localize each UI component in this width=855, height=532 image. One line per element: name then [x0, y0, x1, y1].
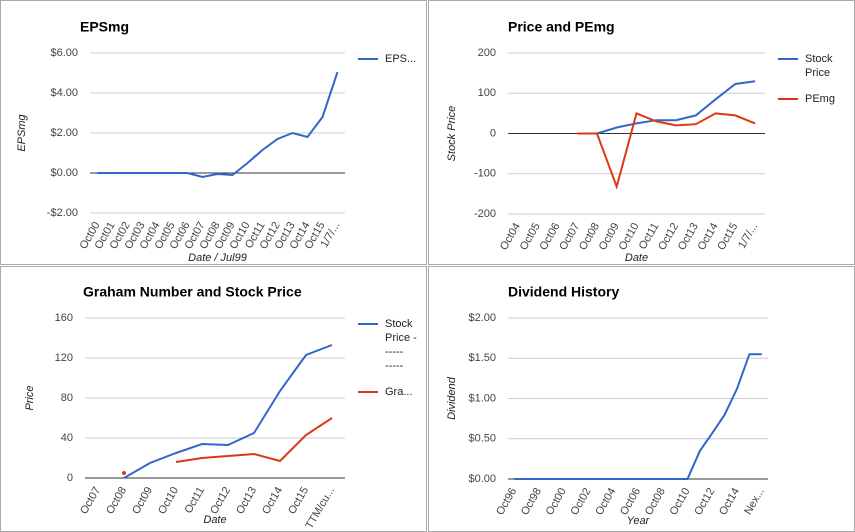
- x-tick-label: Nex...: [742, 486, 767, 517]
- y-tick-label: $0.50: [468, 433, 496, 445]
- x-tick-label: Oct08: [104, 485, 129, 516]
- x-tick-label: Oct10: [617, 221, 642, 252]
- legend-label: Stock Price: [805, 53, 836, 79]
- chart-title: EPSmg: [80, 19, 129, 35]
- y-tick-label: 0: [490, 127, 496, 139]
- x-axis-title: Date / Jul99: [188, 252, 247, 264]
- x-tick-label: 1/7/...: [736, 221, 760, 251]
- x-tick-label: Oct15: [286, 485, 311, 516]
- x-tick-label: Oct15: [715, 221, 740, 252]
- x-tick-label: Oct14: [717, 486, 742, 517]
- y-tick-label: 200: [478, 47, 496, 59]
- y-axis-title: Dividend: [446, 376, 458, 420]
- x-axis-title: Date: [203, 514, 226, 526]
- y-tick-label: 80: [61, 392, 73, 404]
- y-tick-label: -200: [474, 208, 496, 220]
- y-tick-label: 160: [55, 312, 73, 324]
- y-tick-label: $0.00: [468, 473, 496, 485]
- x-tick-label: Oct02: [569, 486, 594, 517]
- x-tick-label: Oct00: [544, 486, 569, 517]
- line: [514, 353, 762, 480]
- x-tick-label: Oct13: [234, 485, 259, 516]
- y-tick-label: $4.00: [50, 87, 78, 99]
- x-axis-title: Date: [625, 252, 648, 264]
- x-tick-label: Oct08: [643, 486, 668, 517]
- x-tick-label: Oct10: [156, 485, 181, 516]
- y-tick-label: $0.00: [50, 167, 78, 179]
- y-tick-label: $1.00: [468, 392, 496, 404]
- y-tick-label: $2.00: [468, 312, 496, 324]
- legend-label: Gra...: [385, 386, 413, 398]
- y-axis-title: Price: [24, 385, 36, 410]
- chart-title: Graham Number and Stock Price: [83, 284, 302, 300]
- x-tick-label: Oct12: [692, 486, 717, 517]
- x-tick-label: Oct07: [78, 485, 103, 516]
- x-tick-label: Oct06: [618, 486, 643, 517]
- y-axis-title: EPSmg: [16, 113, 28, 151]
- x-tick-label: Oct09: [130, 485, 155, 516]
- line: [596, 80, 756, 135]
- line: [123, 344, 333, 479]
- x-tick-label: Oct14: [260, 485, 285, 516]
- y-tick-label: -100: [474, 168, 496, 180]
- x-tick-label: Oct12: [208, 485, 233, 516]
- y-tick-label: 0: [67, 472, 73, 484]
- y-tick-label: $2.00: [50, 127, 78, 139]
- x-tick-label: Oct11: [182, 485, 207, 516]
- point: [122, 471, 126, 475]
- x-axis-title: Year: [627, 515, 651, 527]
- y-tick-label: 40: [61, 432, 73, 444]
- y-tick-label: $1.50: [468, 352, 496, 364]
- chart-title: Price and PEmg: [508, 19, 615, 35]
- y-tick-label: $6.00: [50, 47, 78, 59]
- y-tick-label: 120: [55, 352, 73, 364]
- line: [97, 71, 339, 179]
- legend-label: Stock Price - ----- -----: [385, 318, 420, 372]
- x-tick-label: Oct98: [519, 486, 544, 517]
- legend-label: PEmg: [805, 93, 835, 105]
- x-tick-label: Oct10: [668, 486, 693, 517]
- panel: [0, 0, 427, 265]
- y-axis-title: Stock Price: [446, 106, 458, 162]
- y-tick-label: 100: [478, 87, 496, 99]
- y-tick-label: -$2.00: [47, 207, 78, 219]
- chart-title: Dividend History: [508, 284, 619, 300]
- x-tick-label: Oct04: [593, 486, 618, 517]
- x-tick-label: Oct96: [494, 486, 519, 517]
- legend-label: EPS...: [385, 53, 416, 65]
- line: [175, 417, 333, 463]
- line: [577, 112, 756, 190]
